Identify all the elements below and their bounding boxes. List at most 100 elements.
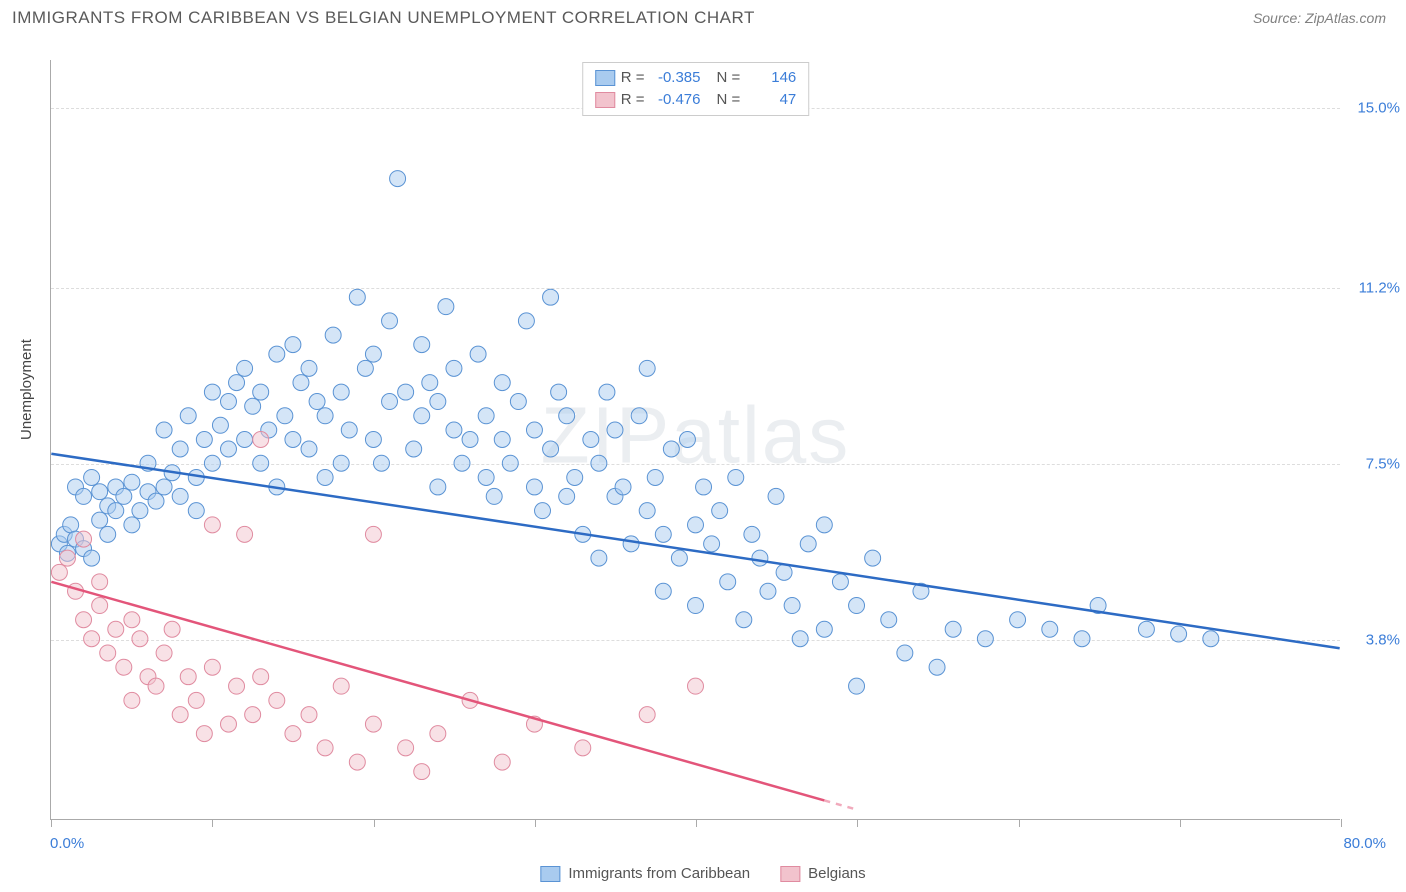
y-tick-label: 15.0% [1357,99,1400,116]
data-point [188,692,204,708]
data-point [148,493,164,509]
data-point [325,327,341,343]
data-point [446,422,462,438]
data-point [776,564,792,580]
data-point [849,598,865,614]
data-point [494,375,510,391]
data-point [615,479,631,495]
data-point [212,417,228,433]
swatch-caribbean-icon [540,866,560,882]
data-point [486,488,502,504]
x-tick [857,819,858,827]
source-prefix: Source: [1253,10,1305,26]
data-point [172,441,188,457]
data-point [655,583,671,599]
data-point [92,598,108,614]
x-axis-max-label: 80.0% [1343,835,1386,852]
n-label: N = [717,67,741,89]
data-point [229,678,245,694]
data-point [253,455,269,471]
data-point [720,574,736,590]
data-point [430,726,446,742]
data-point [285,432,301,448]
data-point [446,360,462,376]
data-point [92,574,108,590]
chart-title: IMMIGRANTS FROM CARIBBEAN VS BELGIAN UNE… [12,8,755,28]
data-point [132,631,148,647]
data-point [309,394,325,410]
data-point [365,716,381,732]
data-point [526,479,542,495]
data-point [237,432,253,448]
data-point [84,631,100,647]
data-point [357,360,373,376]
trend-line-extrapolated [824,800,856,809]
y-tick-label: 3.8% [1366,631,1400,648]
legend-label-belgians: Belgians [808,865,866,882]
y-tick-label: 11.2% [1359,280,1400,297]
data-point [575,740,591,756]
n-value-caribbean: 146 [746,67,796,89]
data-point [148,678,164,694]
data-point [100,526,116,542]
data-point [406,441,422,457]
y-tick-label: 7.5% [1366,455,1400,472]
data-point [607,422,623,438]
data-point [188,503,204,519]
data-point [156,422,172,438]
data-point [221,441,237,457]
data-point [1203,631,1219,647]
data-point [494,432,510,448]
data-point [728,469,744,485]
data-point [559,408,575,424]
data-point [92,512,108,528]
r-label: R = [621,89,645,111]
data-point [583,432,599,448]
data-point [454,455,470,471]
data-point [172,488,188,504]
legend-item-caribbean: Immigrants from Caribbean [540,865,750,882]
r-value-belgians: -0.476 [651,89,701,111]
data-point [180,669,196,685]
data-point [688,678,704,694]
data-point [293,375,309,391]
data-point [317,740,333,756]
data-point [792,631,808,647]
data-point [269,346,285,362]
data-point [704,536,720,552]
data-point [559,488,575,504]
data-point [502,455,518,471]
data-point [365,346,381,362]
data-point [462,432,478,448]
series-legend: Immigrants from Caribbean Belgians [540,865,865,882]
data-point [567,469,583,485]
data-point [108,621,124,637]
data-point [1138,621,1154,637]
data-point [373,455,389,471]
data-point [832,574,848,590]
data-point [414,337,430,353]
data-point [116,659,132,675]
data-point [591,455,607,471]
data-point [76,531,92,547]
data-point [269,692,285,708]
data-point [365,526,381,542]
data-point [317,469,333,485]
trend-line [51,454,1339,648]
data-point [977,631,993,647]
data-point [510,394,526,410]
data-point [92,484,108,500]
data-point [237,526,253,542]
data-point [752,550,768,566]
x-axis-min-label: 0.0% [50,835,84,852]
data-point [696,479,712,495]
data-point [655,526,671,542]
data-point [688,598,704,614]
data-point [398,384,414,400]
chart-plot-area: ZIPatlas R = -0.385 N = 146 R = -0.476 N… [50,60,1340,820]
data-point [204,384,220,400]
data-point [679,432,695,448]
data-point [100,645,116,661]
swatch-caribbean-icon [595,70,615,86]
x-tick [535,819,536,827]
